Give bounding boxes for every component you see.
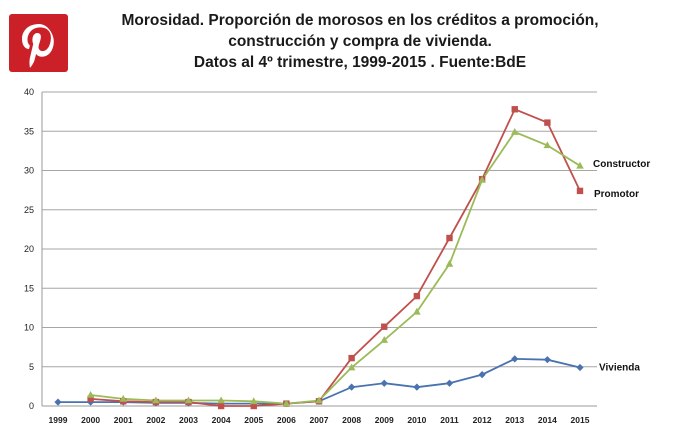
y-tick-label: 20 (24, 244, 34, 254)
series-line-constructor (90, 130, 581, 405)
data-point-promotor (544, 119, 551, 126)
data-point-constructor (478, 175, 486, 183)
data-point-promotor (381, 323, 388, 330)
x-tick-label: 2003 (179, 415, 198, 425)
data-point-constructor (315, 396, 323, 404)
data-point-vivienda (54, 398, 62, 406)
data-point-vivienda (413, 383, 421, 391)
x-tick-label: 2005 (244, 415, 263, 425)
data-point-constructor (86, 391, 95, 398)
series-markers (54, 106, 584, 410)
chart-title-line-3: Datos al 4º trimestre, 1999-2015 . Fuent… (193, 54, 527, 71)
x-tick-label: 2006 (277, 415, 296, 425)
data-point-vivienda (478, 371, 486, 379)
data-point-constructor (282, 399, 291, 407)
x-tick-label: 2008 (342, 415, 361, 425)
series-label-promotor: Promotor (594, 189, 639, 200)
series-line-promotor (90, 108, 581, 407)
x-tick-label: 2004 (212, 415, 231, 425)
x-tick-label: 2012 (473, 415, 492, 425)
y-tick-label: 0 (29, 401, 34, 411)
y-axis: 0 5 10 15 20 25 30 35 40 (24, 87, 43, 411)
y-tick-label: 40 (24, 87, 34, 97)
series-label-constructor: Constructor (593, 159, 650, 170)
data-point-promotor (413, 292, 421, 300)
data-point-vivienda (511, 355, 519, 363)
data-point-promotor (87, 395, 94, 403)
x-tick-label: 2015 (571, 415, 590, 425)
pinterest-icon (22, 24, 54, 68)
y-tick-label: 10 (24, 323, 34, 333)
y-tick-label: 25 (24, 205, 34, 215)
data-point-constructor (184, 396, 193, 404)
series-label-vivienda: Vivienda (599, 363, 640, 374)
data-point-vivienda (380, 379, 388, 387)
x-tick-label: 1999 (49, 415, 68, 425)
data-point-constructor (543, 141, 552, 149)
data-point-constructor (413, 307, 421, 315)
x-tick-label: 2014 (538, 415, 557, 425)
data-point-constructor (576, 161, 584, 169)
data-point-constructor (249, 397, 258, 405)
chart-title-line-1: Morosidad. Proporción de morosos en los … (121, 12, 599, 29)
data-point-vivienda (543, 356, 551, 364)
y-tick-label: 5 (29, 362, 34, 372)
x-tick-label: 2009 (375, 415, 394, 425)
x-tick-label: 2002 (146, 415, 165, 425)
pinterest-logo[interactable] (9, 14, 68, 72)
data-point-constructor (152, 396, 160, 404)
data-point-vivienda (576, 363, 584, 372)
grid (42, 91, 597, 407)
data-point-promotor (511, 106, 518, 113)
x-tick-label: 2000 (81, 415, 100, 425)
x-tick-label: 2001 (114, 415, 133, 425)
data-point-vivienda (445, 379, 454, 387)
data-point-vivienda (348, 383, 356, 391)
y-tick-label: 35 (24, 126, 34, 136)
data-point-constructor (217, 396, 225, 404)
x-axis: 1999 2000 2001 2002 2003 2004 2005 2006 2007 2008… (49, 415, 590, 425)
x-tick-label: 2010 (407, 415, 426, 425)
series-labels: Vivienda Promotor Constructor (593, 159, 650, 374)
data-point-promotor (446, 234, 453, 242)
data-point-constructor (380, 336, 389, 343)
data-point-promotor (250, 402, 257, 410)
y-tick-label: 15 (24, 283, 34, 293)
data-point-constructor (347, 363, 356, 371)
data-point-constructor (119, 394, 128, 402)
chart-title-line-2: construcción y compra de vivienda. (228, 33, 492, 50)
data-point-promotor (348, 354, 355, 362)
y-tick-label: 30 (24, 166, 34, 176)
x-tick-label: 2007 (310, 415, 329, 425)
x-tick-label: 2011 (440, 415, 459, 425)
series-lines (58, 108, 581, 407)
data-point-constructor (445, 259, 454, 267)
data-point-promotor (217, 402, 225, 410)
data-point-constructor (510, 128, 519, 135)
chart-title: Morosidad. Proporción de morosos en los … (95, 10, 625, 73)
x-tick-label: 2013 (505, 415, 524, 425)
data-point-promotor (576, 187, 584, 195)
